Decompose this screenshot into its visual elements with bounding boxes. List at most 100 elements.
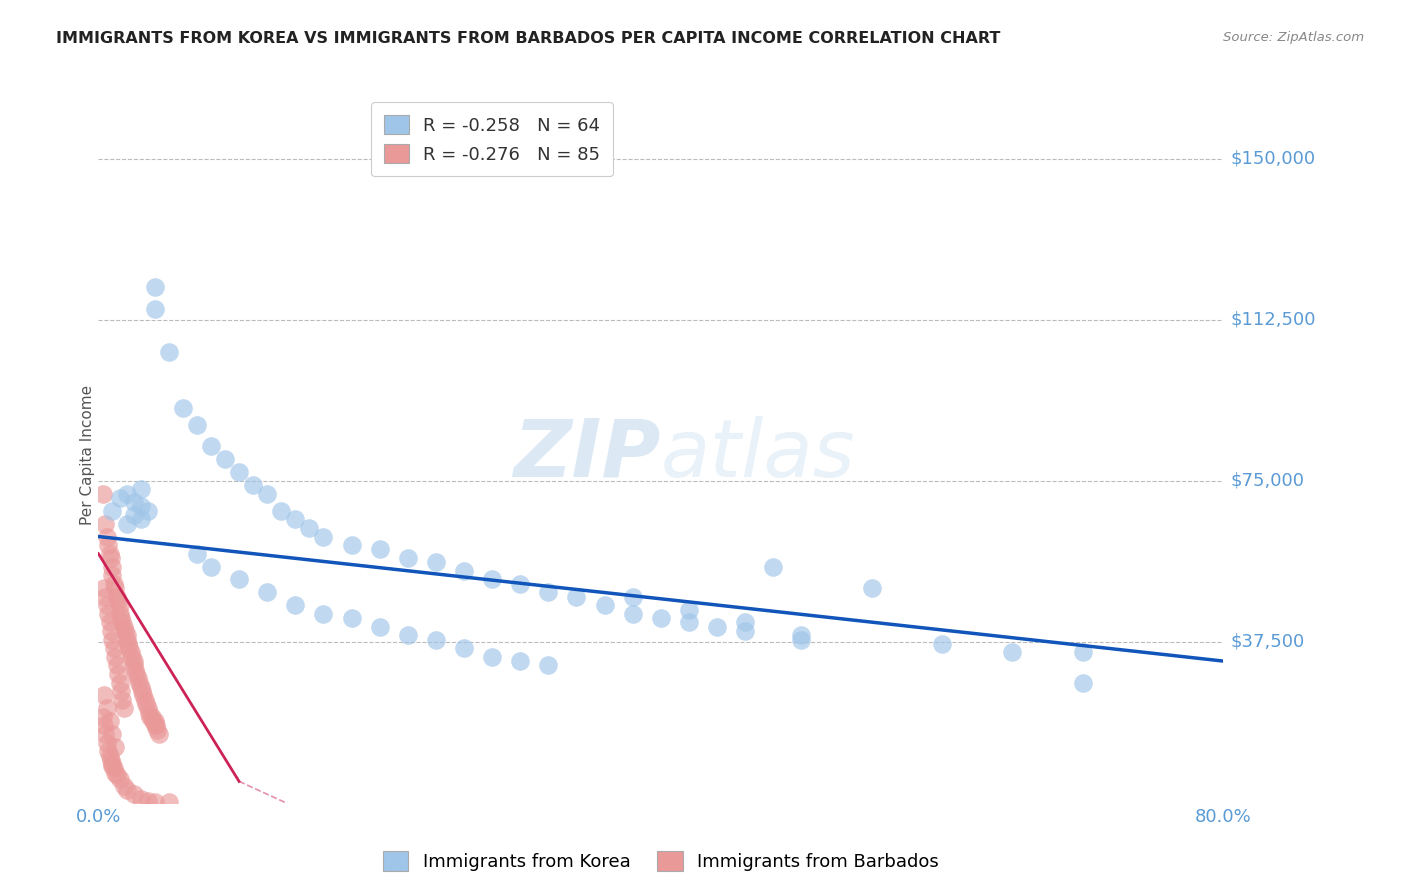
Point [129, 680, 152, 694]
Text: ZIP: ZIP [513, 416, 661, 494]
Point [128, 675, 150, 690]
Point [565, 590, 588, 604]
Point [103, 761, 125, 775]
Legend: Immigrants from Korea, Immigrants from Barbados: Immigrants from Korea, Immigrants from B… [375, 844, 946, 879]
Point [860, 581, 883, 595]
Point [110, 611, 132, 625]
Point [425, 555, 447, 569]
Point [94, 590, 117, 604]
Point [117, 637, 139, 651]
Point [91, 486, 114, 500]
Point [93, 718, 115, 732]
Point [104, 739, 127, 754]
Point [790, 632, 813, 647]
Point [145, 718, 167, 732]
Point [143, 714, 166, 729]
Point [101, 759, 124, 773]
Point [94, 516, 117, 531]
Point [129, 483, 152, 497]
Point [186, 547, 208, 561]
Point [790, 628, 813, 642]
Point [93, 581, 115, 595]
Point [125, 667, 148, 681]
Point [132, 689, 155, 703]
Text: $37,500: $37,500 [1230, 632, 1305, 651]
Point [115, 628, 138, 642]
Point [98, 547, 121, 561]
Point [114, 624, 136, 638]
Point [110, 684, 132, 698]
Point [481, 573, 503, 587]
Point [120, 645, 142, 659]
Point [108, 599, 131, 613]
Point [94, 727, 117, 741]
Point [425, 632, 447, 647]
Point [143, 795, 166, 809]
Point [312, 529, 335, 543]
Point [101, 757, 124, 772]
Point [103, 576, 125, 591]
Point [122, 787, 145, 801]
Point [104, 581, 127, 595]
Point [108, 607, 131, 621]
Point [97, 538, 120, 552]
Point [200, 559, 222, 574]
Point [143, 280, 166, 294]
Point [256, 585, 278, 599]
Point [101, 727, 124, 741]
Point [104, 649, 127, 664]
Legend: R = -0.258   N = 64, R = -0.276   N = 85: R = -0.258 N = 64, R = -0.276 N = 85 [371, 103, 613, 177]
Point [111, 615, 134, 630]
Point [340, 611, 363, 625]
Point [96, 529, 118, 543]
Point [112, 620, 135, 634]
Point [368, 620, 391, 634]
Point [157, 796, 180, 810]
Point [157, 344, 180, 359]
Text: Source: ZipAtlas.com: Source: ZipAtlas.com [1223, 31, 1364, 45]
Point [101, 559, 124, 574]
Point [136, 701, 159, 715]
Point [115, 516, 138, 531]
Point [284, 599, 307, 613]
Point [678, 615, 700, 630]
Point [706, 620, 728, 634]
Point [396, 551, 419, 566]
Point [97, 607, 120, 621]
Point [115, 486, 138, 500]
Point [172, 401, 194, 415]
Point [143, 301, 166, 316]
Point [105, 658, 128, 673]
Point [143, 718, 166, 732]
Point [136, 504, 159, 518]
Point [270, 504, 292, 518]
Point [105, 768, 128, 782]
Point [242, 478, 264, 492]
Point [228, 573, 250, 587]
Point [453, 564, 475, 578]
Point [142, 714, 165, 729]
Point [621, 607, 644, 621]
Point [141, 710, 163, 724]
Point [107, 667, 129, 681]
Point [131, 684, 153, 698]
Point [762, 559, 785, 574]
Point [734, 624, 756, 638]
Point [115, 632, 138, 647]
Point [256, 486, 278, 500]
Point [396, 628, 419, 642]
Point [98, 748, 121, 763]
Point [101, 568, 124, 582]
Point [593, 599, 616, 613]
Point [111, 692, 134, 706]
Point [148, 727, 170, 741]
Text: atlas: atlas [661, 416, 856, 494]
Point [1071, 645, 1094, 659]
Text: $150,000: $150,000 [1230, 150, 1316, 168]
Point [122, 658, 145, 673]
Point [112, 779, 135, 793]
Point [298, 521, 321, 535]
Point [118, 641, 141, 656]
Point [138, 706, 160, 720]
Point [101, 504, 124, 518]
